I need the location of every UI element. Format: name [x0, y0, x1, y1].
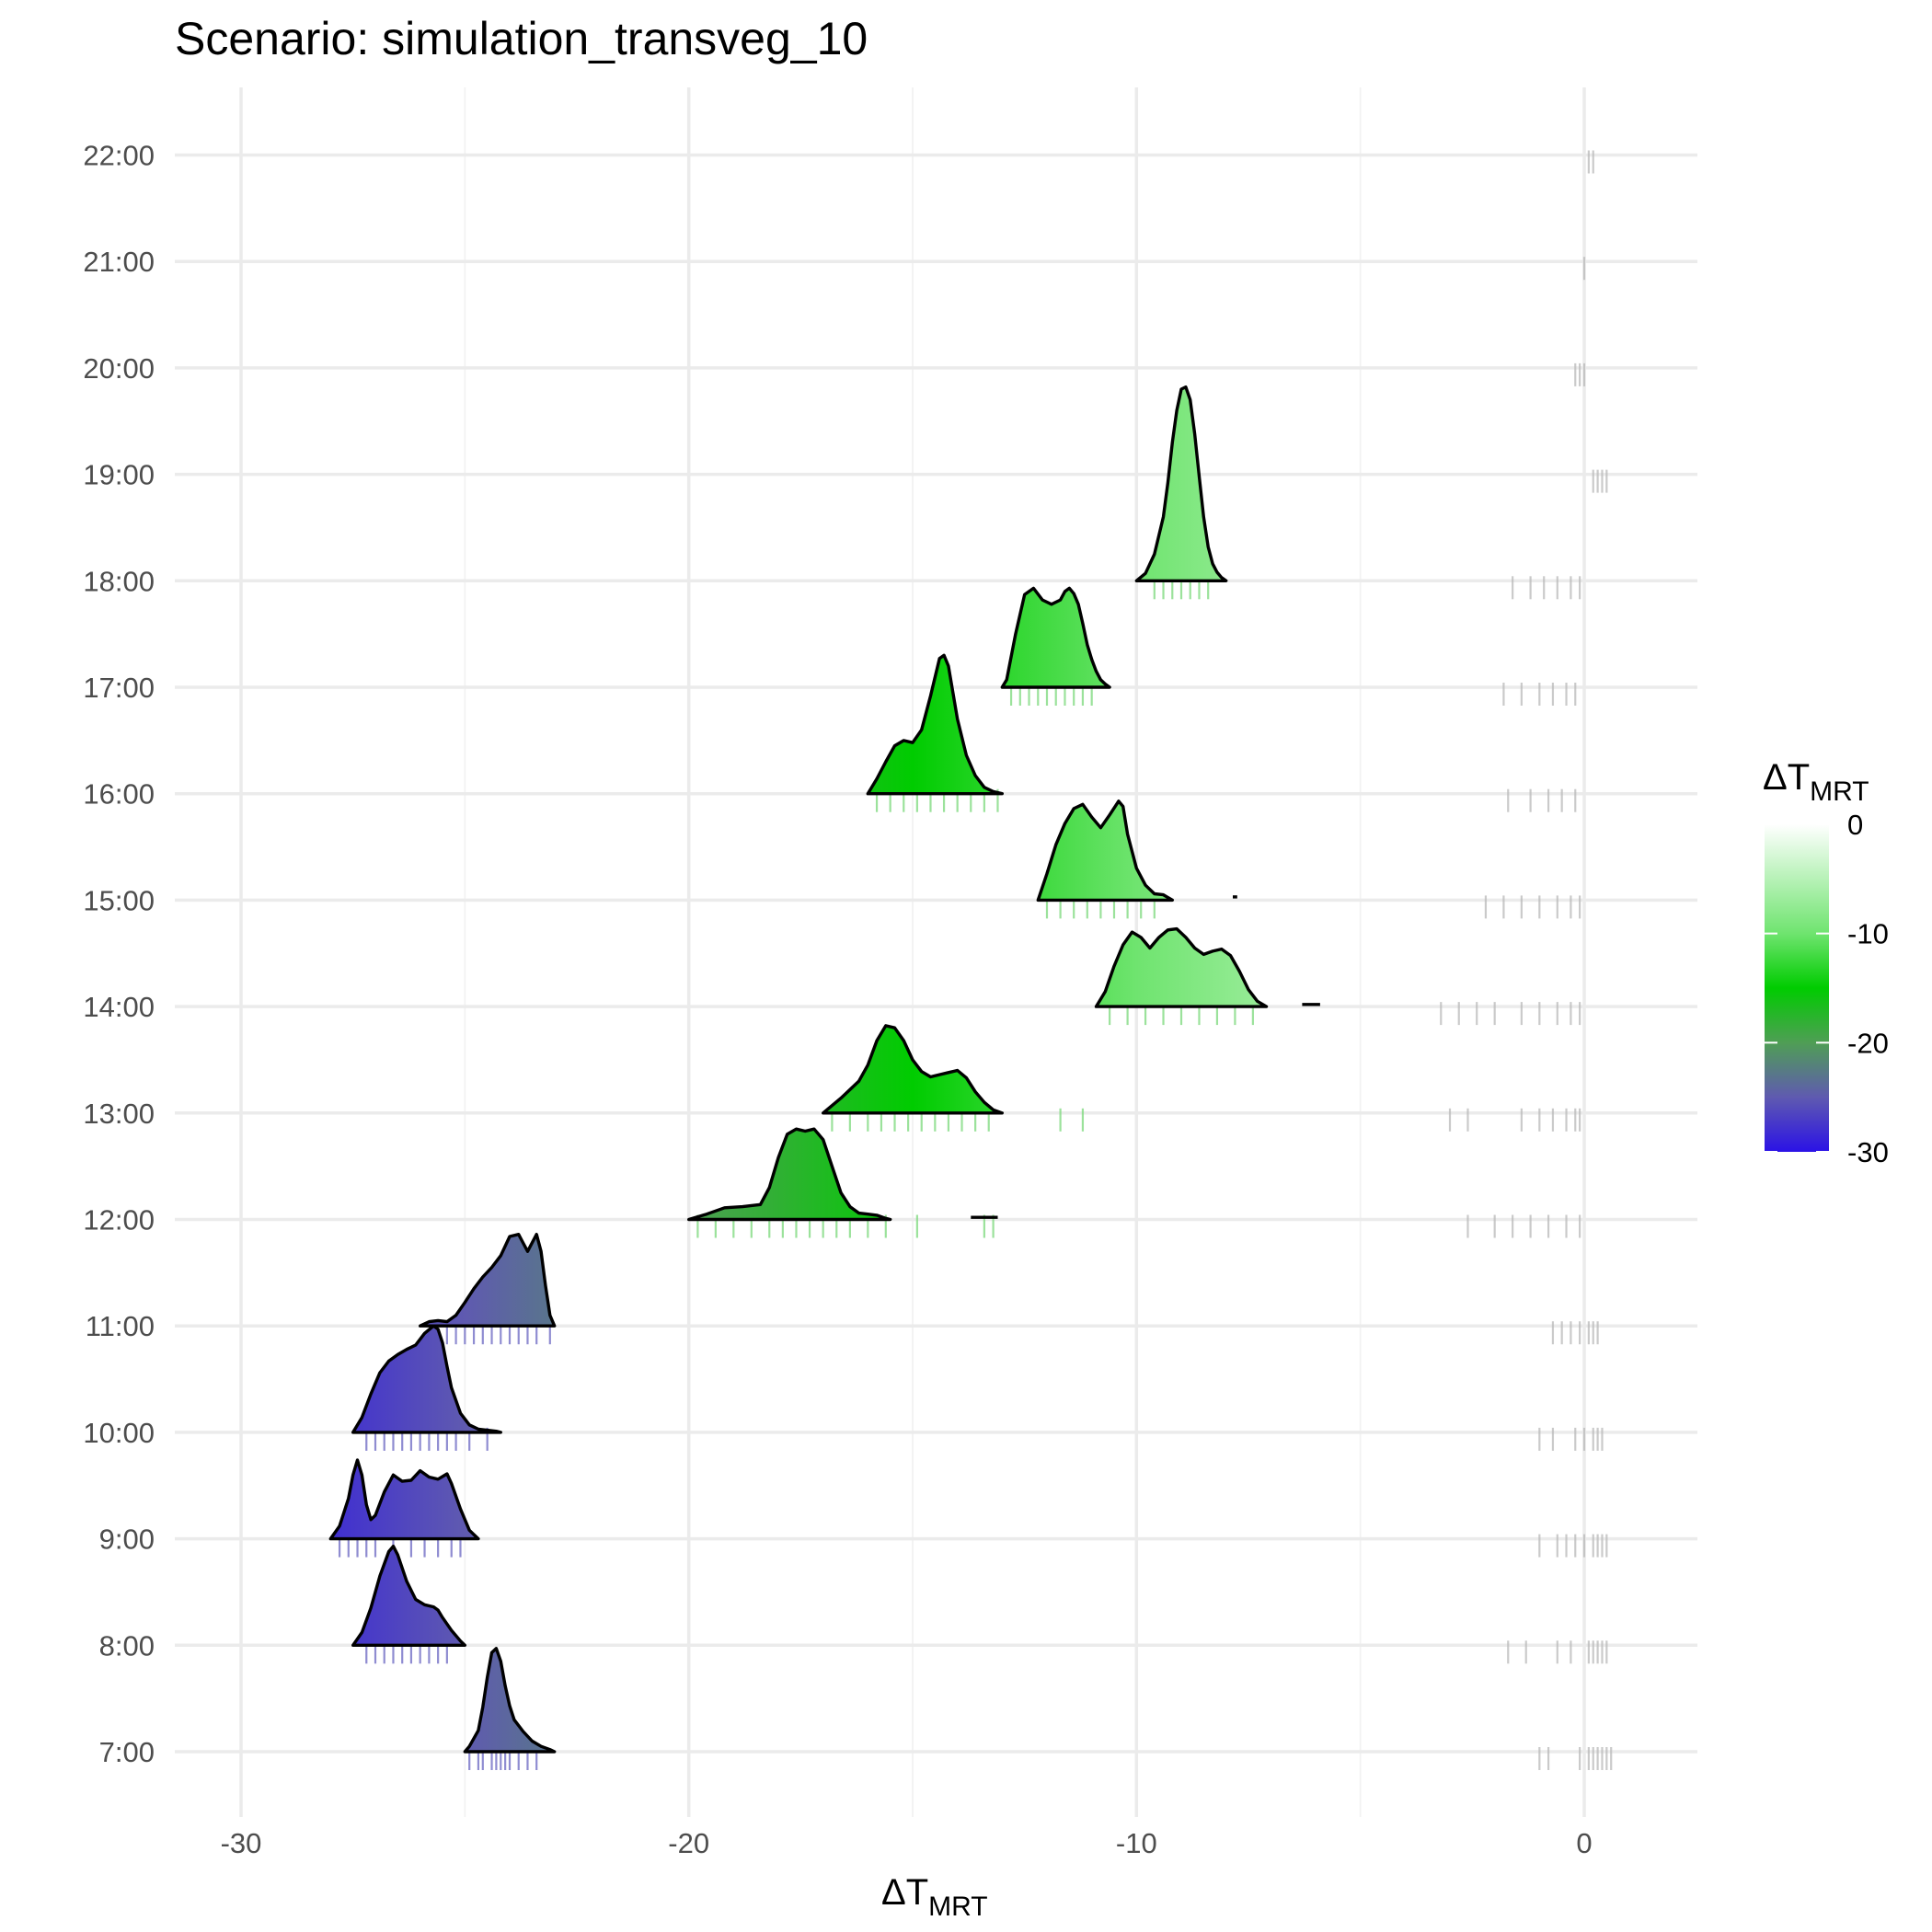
y-tick-label: 9:00 — [99, 1524, 155, 1556]
y-tick-label: 7:00 — [99, 1736, 155, 1768]
x-tick-label: -20 — [668, 1827, 709, 1859]
legend-ticks: 0 -10 -20 -30 — [1765, 809, 1889, 1168]
y-axis-tick-labels: 7:00 8:00 9:00 10:00 11:00 12:00 13:00 14:00 15:… — [83, 140, 155, 1769]
x-tick-label: -10 — [1116, 1827, 1157, 1859]
grid — [175, 87, 1697, 1817]
density-ridge — [1000, 586, 1111, 689]
y-tick-label: 14:00 — [83, 991, 155, 1023]
density-ridge — [1036, 799, 1174, 903]
y-tick-label: 18:00 — [83, 565, 155, 597]
x-axis-title-main: ΔT — [881, 1872, 928, 1913]
y-tick-label: 12:00 — [83, 1204, 155, 1236]
legend-colorbar — [1765, 824, 1829, 1152]
legend-title-sub: MRT — [1810, 776, 1869, 807]
y-tick-label: 15:00 — [83, 884, 155, 916]
density-ridge — [351, 1545, 466, 1647]
y-tick-label: 16:00 — [83, 778, 155, 811]
ridges — [328, 385, 1320, 1754]
density-ridge — [1134, 385, 1228, 582]
density-ridge — [463, 1647, 557, 1754]
density-ridge — [866, 653, 1004, 796]
legend-title: ΔTMRT — [1763, 757, 1869, 807]
legend-tick-label: -30 — [1847, 1136, 1889, 1168]
rug-marks — [338, 150, 1613, 1770]
density-ridge — [1094, 926, 1269, 1008]
x-tick-label: 0 — [1576, 1827, 1592, 1859]
legend-title-main: ΔT — [1763, 757, 1810, 798]
y-tick-label: 19:00 — [83, 459, 155, 491]
density-ridge — [419, 1233, 557, 1328]
x-axis-title: ΔTMRT — [881, 1872, 988, 1922]
chart-title: Scenario: simulation_transveg_10 — [175, 13, 868, 64]
density-ridge — [687, 1127, 892, 1222]
density-ridge — [822, 1024, 1004, 1115]
y-tick-label: 10:00 — [83, 1417, 155, 1449]
y-tick-label: 21:00 — [83, 246, 155, 278]
y-tick-label: 13:00 — [83, 1098, 155, 1130]
x-tick-label: -30 — [221, 1827, 262, 1859]
x-axis-tick-labels: -30 -20 -10 0 — [221, 1827, 1593, 1859]
y-tick-label: 17:00 — [83, 672, 155, 704]
x-axis-title-sub: MRT — [928, 1892, 987, 1922]
y-tick-label: 22:00 — [83, 140, 155, 172]
density-ridge — [351, 1324, 502, 1434]
legend-tick-label: 0 — [1847, 809, 1863, 841]
legend-tick-label: -20 — [1847, 1027, 1889, 1059]
color-legend: ΔTMRT 0 -10 -20 -30 — [1763, 757, 1889, 1168]
legend-tick-label: -10 — [1847, 918, 1889, 950]
y-tick-label: 20:00 — [83, 352, 155, 385]
y-tick-label: 11:00 — [86, 1310, 155, 1342]
y-tick-label: 8:00 — [99, 1629, 155, 1662]
density-ridge — [328, 1458, 480, 1541]
